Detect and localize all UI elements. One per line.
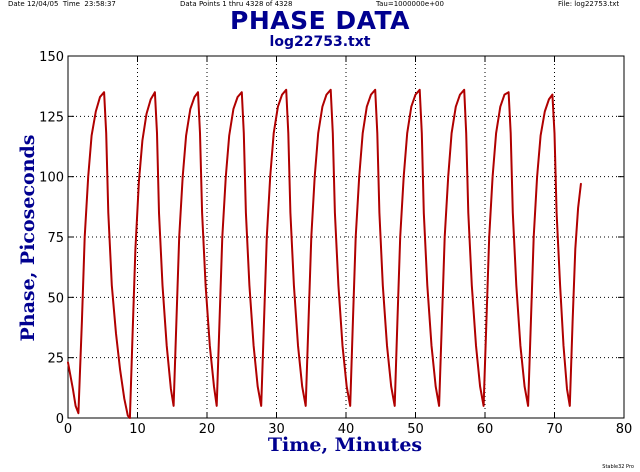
x-tick-label: 10 bbox=[129, 422, 146, 437]
tick-labels: 0 10 20 30 40 50 60 70 80 0 25 50 75 100 125 150 bbox=[39, 50, 632, 437]
x-tick-label: 80 bbox=[616, 422, 633, 437]
y-tick-label: 0 bbox=[56, 412, 64, 427]
y-tick-label: 150 bbox=[39, 50, 64, 65]
y-axis-label: Phase, Picoseconds bbox=[17, 134, 39, 342]
header-data-points: Data Points 1 thru 4328 of 4328 bbox=[180, 0, 293, 8]
x-tick-label: 50 bbox=[407, 422, 424, 437]
x-tick-label: 20 bbox=[199, 422, 216, 437]
y-tick-label: 75 bbox=[47, 231, 64, 246]
y-tick-label: 25 bbox=[47, 352, 64, 367]
axis-ticks bbox=[67, 55, 625, 419]
x-tick-label: 70 bbox=[546, 422, 563, 437]
x-tick-label: 0 bbox=[64, 422, 72, 437]
header-tau: Tau=1000000e+00 bbox=[376, 0, 444, 8]
header-file: File: log22753.txt bbox=[558, 0, 620, 8]
x-tick-label: 40 bbox=[338, 422, 355, 437]
chart-subtitle: log22753.txt bbox=[269, 34, 371, 50]
y-tick-label: 125 bbox=[39, 110, 64, 125]
grid-lines bbox=[68, 56, 624, 418]
y-tick-label: 50 bbox=[47, 291, 64, 306]
header-date-time: Date 12/04/05 Time 23:58:37 bbox=[8, 0, 116, 8]
x-tick-label: 30 bbox=[268, 422, 285, 437]
chart-title: PHASE DATA bbox=[230, 6, 410, 35]
x-tick-label: 60 bbox=[477, 422, 494, 437]
y-tick-label: 100 bbox=[39, 171, 64, 186]
credit-text: Stable32 Pro bbox=[602, 464, 634, 470]
x-axis-label: Time, Minutes bbox=[267, 434, 423, 456]
series-layer bbox=[67, 88, 582, 419]
phase-series-line bbox=[67, 88, 582, 419]
